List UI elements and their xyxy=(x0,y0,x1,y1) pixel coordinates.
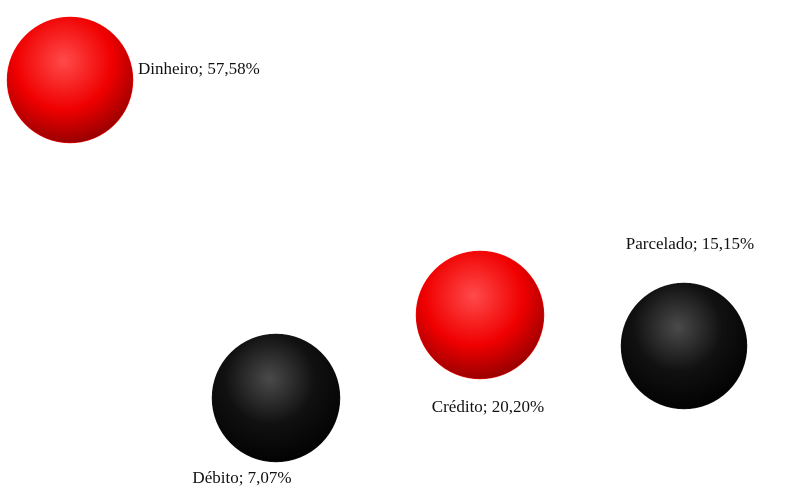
sphere xyxy=(211,333,341,463)
sphere xyxy=(6,16,134,144)
data-label: Dinheiro; 57,58% xyxy=(138,59,260,78)
data-label: Crédito; 20,20% xyxy=(432,397,544,416)
data-label: Débito; 7,07% xyxy=(192,468,291,487)
data-label: Parcelado; 15,15% xyxy=(626,234,754,253)
sphere xyxy=(415,250,545,380)
sphere xyxy=(620,282,748,410)
